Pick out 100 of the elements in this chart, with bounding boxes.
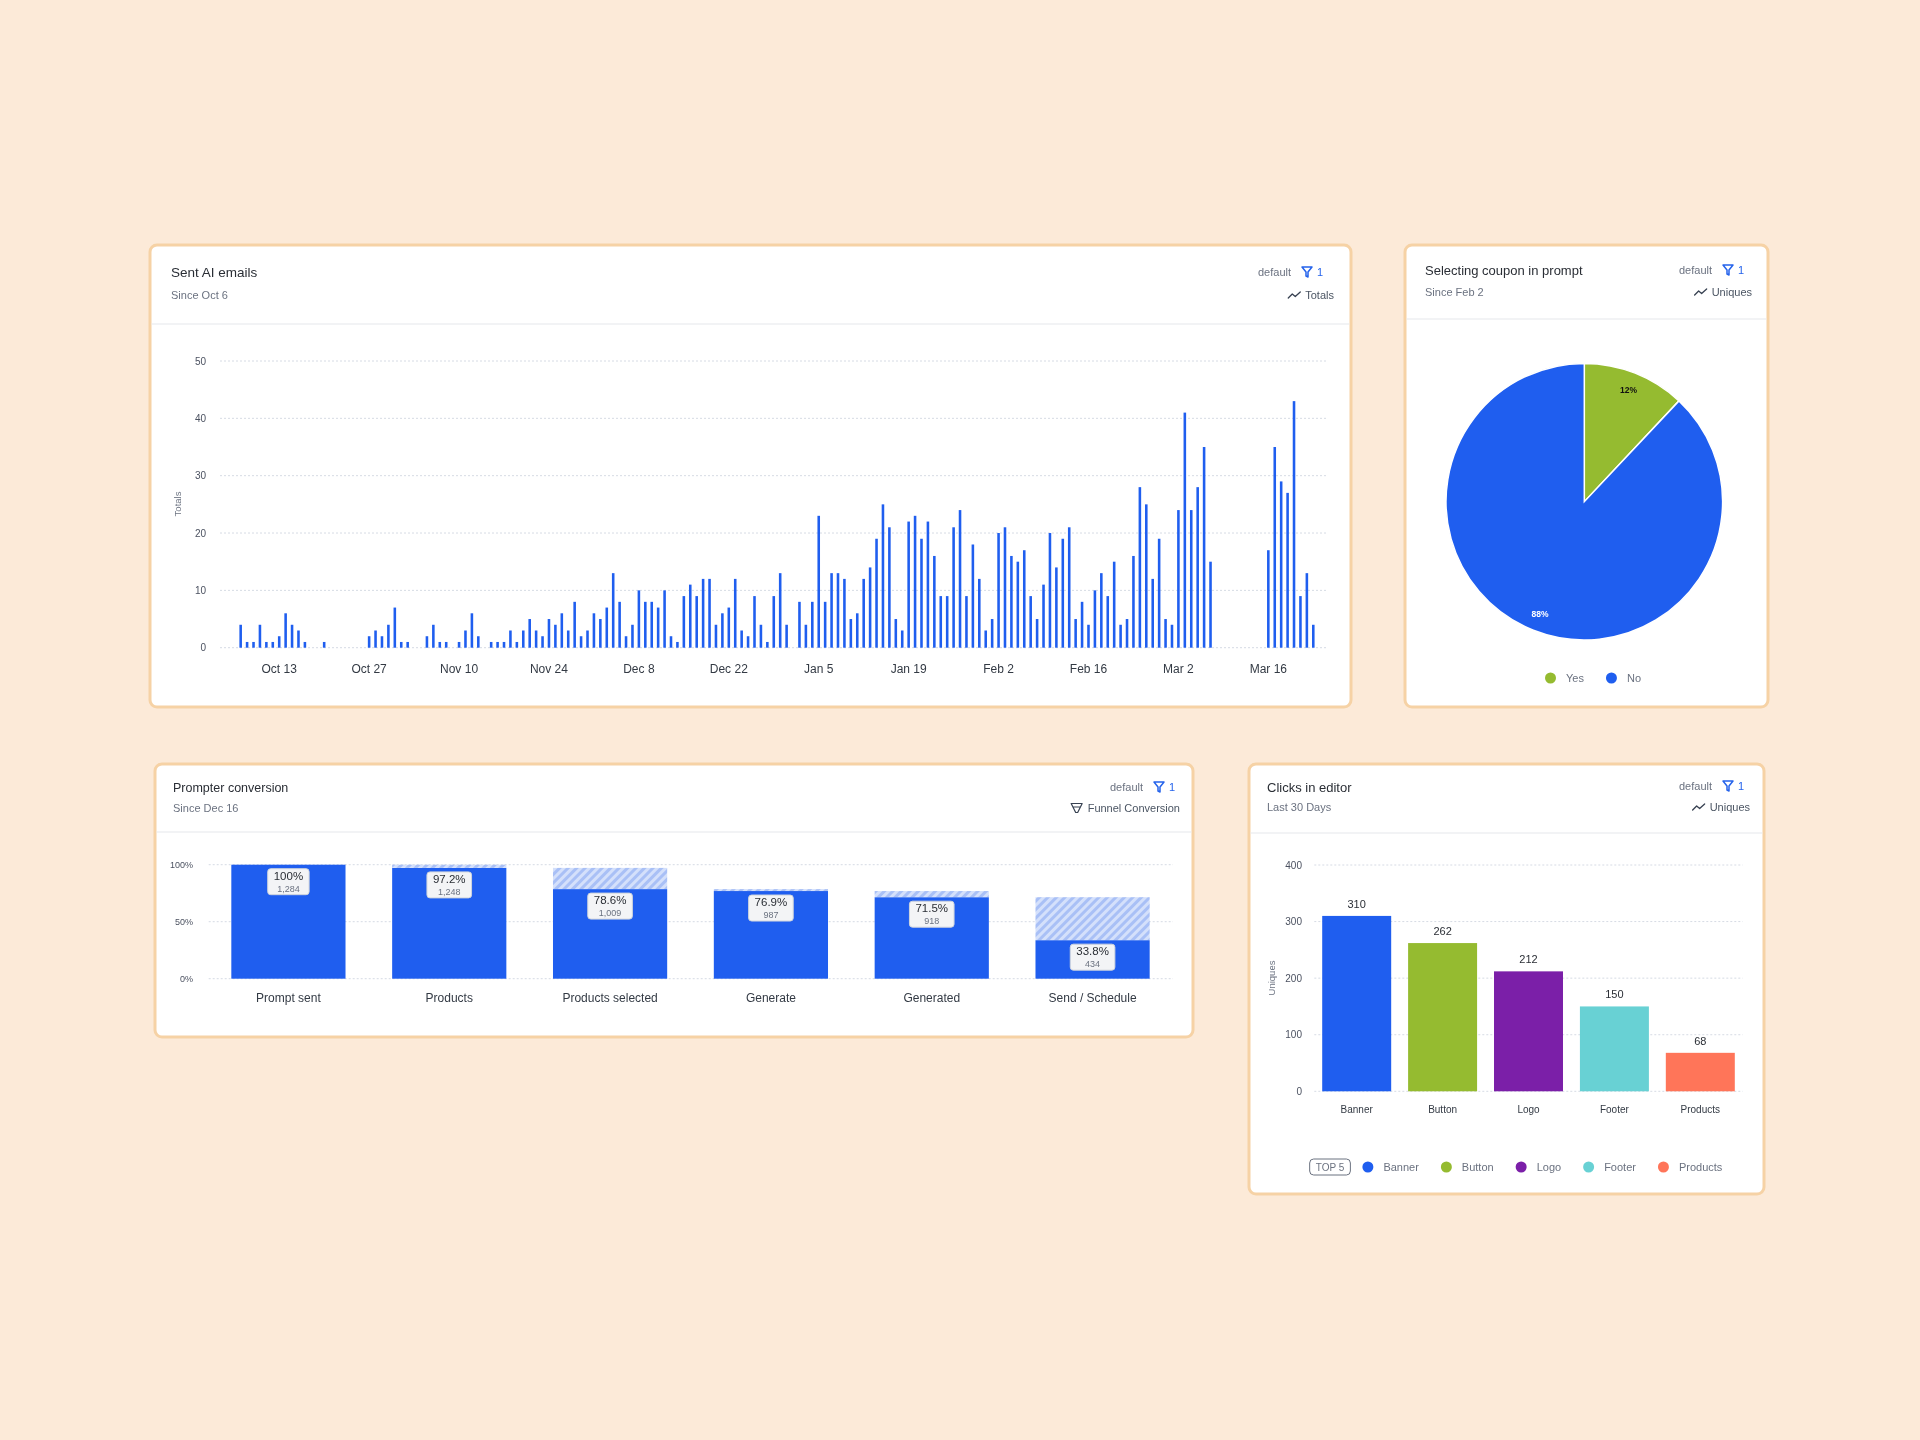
chart-subtitle: Since Feb 2 bbox=[1425, 286, 1484, 298]
bar bbox=[798, 601, 801, 648]
chart-title: Prompter conversion bbox=[173, 781, 289, 795]
x-tick-label: Oct 13 bbox=[261, 662, 298, 676]
bar bbox=[392, 867, 507, 979]
bar bbox=[644, 601, 647, 648]
bar bbox=[528, 619, 531, 648]
chart-title: Clicks in editor bbox=[1267, 780, 1353, 795]
x-tick-label: Oct 27 bbox=[351, 662, 388, 676]
y-tick-label: 0 bbox=[1296, 1085, 1303, 1097]
legend-title: TOP 5 bbox=[1315, 1161, 1345, 1173]
bar bbox=[1145, 504, 1148, 648]
y-tick-label: 0% bbox=[179, 974, 193, 985]
y-tick-label: 0 bbox=[200, 642, 207, 654]
x-tick-label: Footer bbox=[1599, 1104, 1630, 1115]
x-tick-label: Products selected bbox=[562, 991, 658, 1005]
bar bbox=[952, 527, 955, 648]
bar bbox=[997, 533, 1000, 648]
x-tick-label: Send / Schedule bbox=[1048, 991, 1137, 1005]
data-label: 76.9% 987 bbox=[754, 896, 788, 921]
bar bbox=[708, 578, 711, 648]
bar bbox=[830, 573, 833, 648]
bar bbox=[374, 630, 377, 648]
x-tick-label: Generate bbox=[745, 991, 797, 1005]
bar bbox=[496, 641, 499, 648]
data-label: 78.6% 1,009 bbox=[593, 894, 627, 919]
bar bbox=[1151, 578, 1154, 648]
bar bbox=[874, 891, 989, 898]
bar bbox=[965, 596, 968, 648]
data-label: 212 bbox=[1519, 953, 1538, 966]
bar bbox=[663, 590, 666, 648]
bar bbox=[920, 538, 923, 648]
bar bbox=[399, 641, 403, 648]
bar bbox=[392, 864, 507, 868]
text: default bbox=[1678, 780, 1712, 792]
bar bbox=[721, 613, 724, 648]
text: 1 bbox=[1317, 266, 1324, 278]
bar bbox=[875, 538, 878, 648]
legend-label: Products bbox=[1678, 1161, 1723, 1173]
legend-label: Button bbox=[1461, 1161, 1494, 1173]
bar bbox=[1267, 550, 1270, 648]
text: Uniques bbox=[1711, 286, 1753, 298]
bar bbox=[1189, 510, 1193, 648]
bar bbox=[1029, 596, 1032, 648]
y-tick-label: 10 bbox=[194, 584, 207, 596]
bar bbox=[586, 630, 589, 648]
data-label: 33.8% 434 bbox=[1076, 945, 1109, 970]
x-tick-label: Mar 16 bbox=[1249, 662, 1288, 676]
bar bbox=[984, 630, 988, 648]
x-tick-label: Dec 22 bbox=[709, 662, 749, 676]
bar bbox=[785, 624, 788, 648]
data-label: 262 bbox=[1433, 925, 1452, 938]
bar bbox=[650, 601, 654, 648]
bar bbox=[438, 641, 442, 648]
bar bbox=[541, 636, 544, 648]
y-tick-label: 200 bbox=[1285, 972, 1303, 984]
bar bbox=[477, 636, 480, 648]
bar bbox=[733, 578, 737, 648]
bar bbox=[688, 584, 692, 648]
y-tick-label: 300 bbox=[1285, 916, 1303, 928]
x-tick-label: Nov 24 bbox=[529, 662, 569, 676]
bar bbox=[1286, 492, 1289, 648]
y-tick-label: 40 bbox=[194, 412, 207, 424]
text: default bbox=[1257, 266, 1291, 278]
data-label: 100% 1,284 bbox=[273, 869, 304, 894]
bar bbox=[862, 578, 865, 648]
legend-label: Footer bbox=[1604, 1161, 1637, 1173]
data-label: 310 bbox=[1347, 897, 1366, 910]
text: default bbox=[1678, 264, 1712, 276]
bar bbox=[907, 521, 910, 648]
data-label: 71.5% 918 bbox=[915, 902, 949, 927]
legend-label: Banner bbox=[1383, 1161, 1420, 1173]
bar bbox=[566, 630, 570, 648]
bar bbox=[1022, 550, 1026, 648]
bar bbox=[978, 578, 981, 648]
bar bbox=[1119, 624, 1122, 648]
bar bbox=[695, 596, 698, 648]
chart-subtitle: Since Oct 6 bbox=[171, 289, 228, 301]
x-tick-label: Banner bbox=[1340, 1104, 1374, 1115]
legend-label: Logo bbox=[1536, 1161, 1562, 1173]
bar bbox=[676, 641, 679, 648]
x-tick-label: Prompt sent bbox=[256, 991, 322, 1005]
bar bbox=[265, 641, 268, 648]
bar bbox=[772, 596, 776, 648]
bar bbox=[1074, 619, 1077, 648]
x-tick-label: Button bbox=[1428, 1104, 1458, 1115]
x-tick-label: Products bbox=[1680, 1104, 1721, 1115]
bar bbox=[1209, 561, 1212, 648]
y-tick-label: 50% bbox=[174, 917, 193, 928]
bar bbox=[573, 601, 576, 648]
y-tick-label: 50 bbox=[194, 355, 207, 367]
bar bbox=[631, 624, 634, 648]
bar bbox=[811, 601, 814, 648]
y-axis-title: Totals bbox=[172, 491, 183, 517]
bar bbox=[1106, 596, 1110, 648]
bar bbox=[1035, 897, 1150, 941]
bar bbox=[432, 624, 435, 648]
x-tick-label: Products bbox=[425, 991, 473, 1005]
x-tick-label: Feb 2 bbox=[983, 662, 1015, 676]
bar bbox=[1132, 555, 1135, 648]
